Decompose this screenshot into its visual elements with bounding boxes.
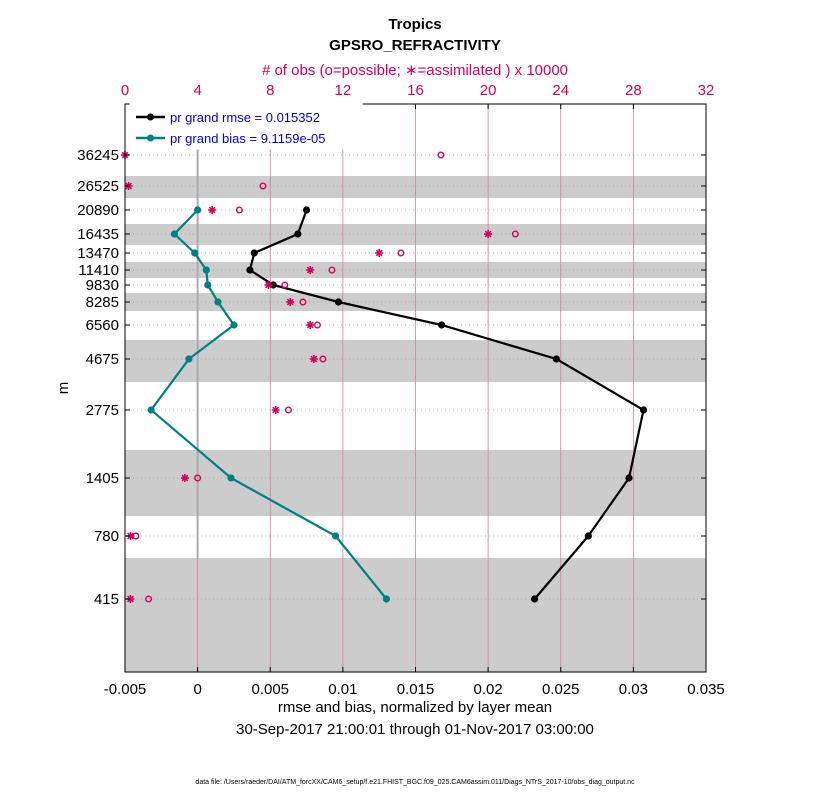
top-tick-label: 28	[625, 82, 642, 99]
obs-assimilated-marker	[286, 298, 295, 306]
obs-possible-marker	[235, 206, 243, 214]
y-tick-label: 9830	[86, 277, 119, 294]
date-range: 30-Sep-2017 21:00:01 through 01-Nov-2017…	[236, 721, 594, 738]
x-tick-label: 0.03	[619, 681, 648, 698]
chart-title: Tropics	[388, 16, 441, 33]
rmse-point	[250, 249, 258, 257]
rmse-point	[246, 266, 254, 274]
y-tick-label: 13470	[77, 245, 119, 262]
obs-assimilated-marker	[180, 474, 189, 482]
rmse-point	[584, 532, 592, 540]
y-tick-label: 1405	[86, 470, 119, 487]
obs-possible-marker	[281, 281, 289, 289]
x-tick-label: 0.035	[687, 681, 725, 698]
obs-assimilated-marker	[306, 266, 315, 274]
obs-possible-marker	[299, 298, 307, 306]
top-tick-label: 8	[266, 82, 274, 99]
bias-point	[332, 532, 340, 540]
rmse-point	[552, 355, 560, 363]
x-axis-label: rmse and bias, normalized by layer mean	[278, 699, 552, 716]
x-tick-label: 0	[193, 681, 201, 698]
obs-possible-marker	[145, 595, 153, 603]
obs-possible-marker	[284, 406, 292, 414]
obs-assimilated-marker	[309, 355, 318, 363]
rmse-point	[294, 230, 302, 238]
legend-rmse-marker	[147, 113, 154, 121]
obs-assimilated-marker	[271, 406, 280, 414]
top-tick-label: 4	[193, 82, 201, 99]
y-tick-label: 415	[94, 591, 119, 608]
bias-point	[227, 474, 235, 482]
y-tick-label: 36245	[77, 147, 119, 164]
bias-point	[191, 249, 199, 257]
top-tick-label: 0	[121, 82, 129, 99]
legend-rmse-label: pr grand rmse = 0.015352	[170, 110, 320, 125]
y-tick-label: 11410	[78, 262, 119, 279]
x-tick-label: -0.005	[104, 681, 147, 698]
top-tick-label: 16	[407, 82, 424, 99]
bias-point	[185, 355, 193, 363]
top-axis-label: # of obs (o=possible; ∗=assimilated ) x …	[262, 62, 568, 79]
y-tick-label: 6560	[86, 317, 119, 334]
bias-point	[204, 281, 212, 289]
y-tick-label: 26525	[77, 178, 119, 195]
y-tick-label: 20890	[77, 202, 119, 219]
y-axis-label: m	[55, 382, 72, 395]
rmse-point	[438, 321, 446, 329]
obs-possible-marker	[319, 355, 327, 363]
bias-series-line	[149, 209, 388, 600]
series-layer	[147, 206, 648, 603]
rmse-point	[334, 298, 343, 306]
obs-possible-marker	[194, 474, 202, 482]
x-tick-label: 0.01	[328, 681, 357, 698]
x-tick-label: 0.02	[474, 681, 503, 698]
obs-assimilated-marker	[126, 595, 135, 603]
obs-assimilated-marker	[306, 321, 315, 329]
x-tick-label: 0.015	[397, 681, 435, 698]
x-tick-label: 0.005	[251, 681, 289, 698]
y-tick-label: 4675	[86, 351, 119, 368]
obs-possible-marker	[259, 182, 267, 190]
y-tick-label: 780	[94, 528, 119, 545]
obs-possible-marker	[397, 249, 405, 257]
rmse-point	[302, 206, 311, 214]
rmse-point	[531, 595, 539, 603]
obs-possible-marker	[328, 266, 336, 274]
chart-subtitle: GPSRO_REFRACTIVITY	[329, 37, 501, 54]
obs-assimilated-marker	[264, 281, 273, 289]
legend: pr grand rmse = 0.015352 pr grand bias =…	[129, 102, 363, 150]
y-tick-label: 2775	[86, 402, 119, 419]
bias-point	[382, 595, 391, 603]
obs-possible-marker	[511, 230, 519, 238]
obs-assimilated-marker	[208, 206, 217, 214]
rmse-point	[639, 406, 648, 414]
top-tick-label: 32	[698, 82, 715, 99]
legend-box	[129, 102, 363, 150]
obs-possible-marker	[313, 321, 321, 329]
data-file-footer: data file: /Users/raeder/DAI/ATM_forcXX/…	[195, 779, 635, 786]
obs-assimilated-marker	[484, 230, 493, 238]
bias-point	[214, 298, 222, 306]
legend-bias-marker	[147, 134, 154, 142]
rmse-series-line	[248, 209, 645, 600]
obs-assimilated-marker	[375, 249, 384, 257]
legend-bias-label: pr grand bias = 9.1159e-05	[170, 131, 326, 146]
obs-possible-marker	[437, 151, 445, 159]
bias-point	[170, 230, 178, 238]
top-tick-label: 12	[335, 82, 352, 99]
y-tick-label: 8285	[86, 294, 119, 311]
bias-point	[194, 206, 202, 214]
gridlines	[125, 104, 706, 672]
bias-point	[230, 321, 238, 329]
bias-point	[147, 406, 155, 414]
bias-point	[202, 266, 210, 274]
y-tick-label: 16435	[77, 226, 119, 243]
top-tick-label: 20	[480, 82, 497, 99]
top-tick-label: 24	[552, 82, 569, 99]
rmse-point	[625, 474, 633, 482]
x-tick-label: 0.025	[542, 681, 580, 698]
